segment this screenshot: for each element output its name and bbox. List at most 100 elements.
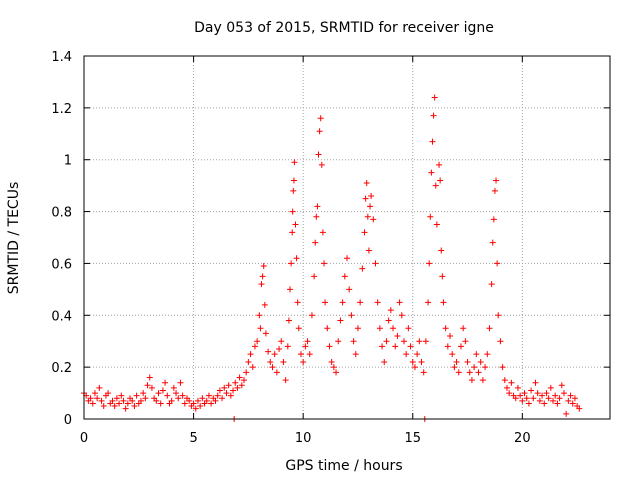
data-points <box>81 94 583 422</box>
data-point <box>140 390 147 397</box>
data-point <box>322 299 329 306</box>
data-point <box>232 379 239 386</box>
data-point <box>403 351 410 358</box>
data-point <box>212 397 219 404</box>
data-point <box>536 397 543 404</box>
data-point <box>400 338 407 345</box>
data-point <box>292 221 299 228</box>
data-point <box>385 317 392 324</box>
data-point <box>372 260 379 267</box>
data-point <box>532 379 539 386</box>
data-point <box>320 260 327 267</box>
data-point <box>433 221 440 228</box>
data-point <box>313 213 320 220</box>
data-point <box>506 390 513 397</box>
data-point <box>344 255 350 262</box>
data-point <box>569 400 576 407</box>
data-point <box>258 281 265 288</box>
data-point <box>534 390 541 397</box>
data-point <box>289 208 296 215</box>
x-tick-label: 5 <box>189 431 197 446</box>
data-point <box>337 317 344 324</box>
data-point <box>105 390 112 397</box>
data-point <box>411 364 418 371</box>
data-point <box>288 260 295 267</box>
data-point <box>431 94 438 101</box>
data-point <box>328 358 335 365</box>
data-point <box>170 384 177 391</box>
data-point <box>565 397 572 404</box>
data-point <box>287 286 294 293</box>
data-point <box>131 403 138 410</box>
data-point <box>348 312 355 319</box>
data-point <box>554 400 561 407</box>
data-point <box>261 301 268 308</box>
data-point <box>428 169 435 176</box>
data-point <box>367 203 374 210</box>
data-point <box>308 312 315 319</box>
data-point <box>297 351 304 358</box>
data-point <box>148 384 155 391</box>
data-point <box>473 351 480 358</box>
data-point <box>398 312 405 319</box>
data-point <box>368 193 375 200</box>
data-point <box>214 392 221 399</box>
data-point <box>330 364 337 371</box>
data-point <box>219 395 226 402</box>
data-point <box>471 364 478 371</box>
axis-ticks: 0 5 10 15 20 0 0.2 0.4 0.6 0.8 1 1.2 1.4 <box>51 50 610 446</box>
data-point <box>489 239 496 246</box>
data-point <box>318 161 325 168</box>
data-point <box>440 299 447 306</box>
data-point <box>285 317 292 324</box>
data-point <box>383 338 390 345</box>
data-point <box>460 325 467 332</box>
data-point <box>346 286 353 293</box>
data-point <box>100 403 107 410</box>
data-point <box>370 216 377 223</box>
data-point <box>221 384 228 391</box>
data-point <box>203 397 210 404</box>
data-point <box>265 348 272 355</box>
data-point <box>425 299 432 306</box>
data-point <box>354 325 361 332</box>
data-point <box>436 161 443 168</box>
data-point <box>159 387 166 394</box>
y-tick-label: 0.4 <box>51 309 72 324</box>
data-point <box>155 390 162 397</box>
data-point <box>91 390 98 397</box>
data-point <box>96 384 103 391</box>
data-point <box>341 273 348 280</box>
data-point <box>240 377 247 384</box>
data-point <box>392 343 399 350</box>
data-point <box>306 351 313 358</box>
data-point <box>190 400 197 407</box>
data-point <box>490 216 497 223</box>
data-point <box>528 387 535 394</box>
data-point <box>205 392 212 399</box>
data-point <box>381 358 388 365</box>
data-point <box>319 229 326 236</box>
data-point <box>558 382 565 389</box>
data-point <box>146 374 153 381</box>
data-point <box>437 177 444 184</box>
data-point <box>539 392 546 399</box>
data-point <box>523 395 530 402</box>
data-point <box>225 382 232 389</box>
data-point <box>365 247 372 254</box>
data-point <box>491 187 498 194</box>
data-point <box>302 343 309 350</box>
data-point <box>361 229 368 236</box>
data-point <box>197 403 204 410</box>
data-point <box>519 397 526 404</box>
data-point <box>120 397 127 404</box>
data-point <box>124 400 131 407</box>
data-point <box>394 333 401 340</box>
data-point <box>289 229 296 236</box>
data-point <box>335 338 342 345</box>
data-point <box>317 115 324 122</box>
data-point <box>273 369 280 376</box>
data-point <box>259 273 266 280</box>
